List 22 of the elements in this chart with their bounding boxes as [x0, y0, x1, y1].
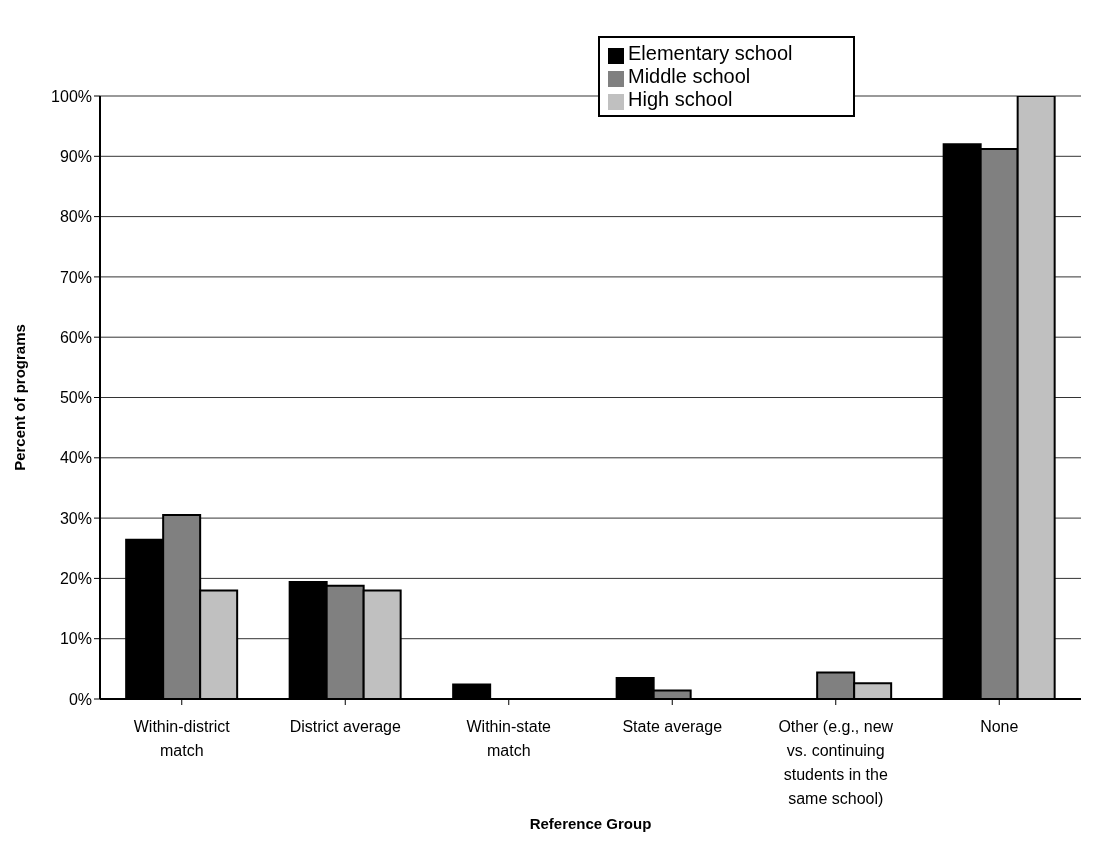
- y-axis-title: Percent of programs: [11, 324, 29, 471]
- x-tick-label: State average: [622, 718, 723, 736]
- x-tick-label: Within-state match: [466, 718, 552, 760]
- x-tick-label: Other (e.g., new vs. continuing students in the same school): [778, 718, 894, 808]
- legend-label: Elementary school: [628, 42, 793, 64]
- y-tick-label: 50%: [59, 389, 92, 407]
- y-tick-label: 40%: [59, 449, 92, 467]
- y-tick-label: 90%: [59, 147, 92, 165]
- x-tick-label: Within-district match: [133, 718, 231, 760]
- y-tick-label: 30%: [59, 509, 92, 527]
- legend-label: High school: [628, 88, 733, 110]
- y-tick-label: 60%: [59, 328, 92, 346]
- x-tick-label: None: [980, 718, 1019, 736]
- y-tick-label: 20%: [59, 570, 92, 588]
- legend-label: Middle school: [628, 65, 751, 87]
- x-axis-title: Reference Group: [529, 815, 652, 832]
- y-tick-label: 100%: [51, 87, 92, 105]
- x-tick-label: District average: [289, 718, 401, 736]
- y-tick-label: 80%: [59, 208, 92, 226]
- y-tick-label: 10%: [59, 630, 92, 648]
- y-tick-label: 0%: [68, 690, 92, 708]
- y-tick-label: 70%: [59, 268, 92, 286]
